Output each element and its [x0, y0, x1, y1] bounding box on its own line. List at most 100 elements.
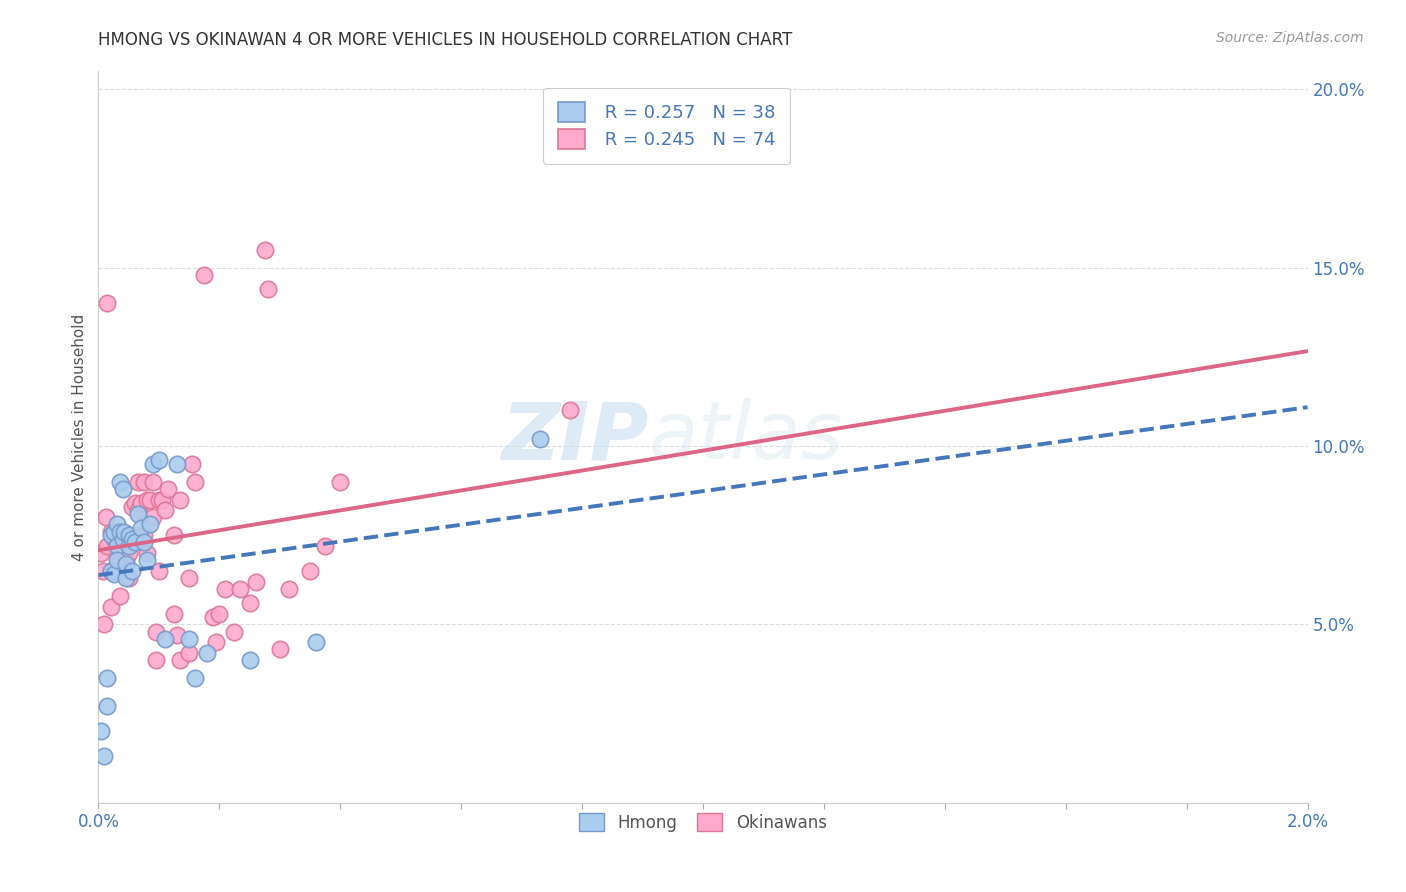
Point — [148, 492, 170, 507]
Point — [124, 528, 146, 542]
Point — [529, 432, 551, 446]
Point — [127, 475, 149, 489]
Point — [91, 564, 114, 578]
Point — [96, 539, 118, 553]
Point — [139, 517, 162, 532]
Point — [124, 496, 146, 510]
Point — [558, 403, 581, 417]
Point — [108, 542, 131, 557]
Point — [205, 635, 228, 649]
Point — [114, 571, 136, 585]
Point — [96, 699, 118, 714]
Point — [114, 532, 136, 546]
Point — [108, 524, 131, 539]
Point — [135, 492, 157, 507]
Point — [132, 475, 155, 489]
Point — [111, 564, 134, 578]
Point — [169, 653, 191, 667]
Point — [156, 482, 179, 496]
Point — [121, 500, 143, 514]
Y-axis label: 4 or more Vehicles in Household: 4 or more Vehicles in Household — [72, 313, 87, 561]
Point — [181, 457, 204, 471]
Point — [214, 582, 236, 596]
Point — [121, 564, 143, 578]
Point — [202, 610, 225, 624]
Point — [184, 475, 207, 489]
Text: atlas: atlas — [648, 398, 844, 476]
Point — [111, 528, 134, 542]
Point — [314, 539, 336, 553]
Point — [118, 546, 141, 560]
Point — [118, 571, 141, 585]
Point — [129, 521, 152, 535]
Point — [179, 571, 201, 585]
Point — [100, 524, 122, 539]
Point — [129, 532, 152, 546]
Point — [150, 492, 173, 507]
Point — [114, 557, 136, 571]
Point — [111, 535, 134, 549]
Point — [108, 532, 131, 546]
Point — [148, 453, 170, 467]
Point — [129, 496, 152, 510]
Point — [253, 243, 276, 257]
Point — [145, 653, 167, 667]
Point — [105, 524, 128, 539]
Point — [139, 492, 162, 507]
Point — [114, 553, 136, 567]
Point — [96, 671, 118, 685]
Point — [179, 646, 201, 660]
Point — [142, 475, 165, 489]
Point — [105, 564, 128, 578]
Point — [184, 671, 207, 685]
Point — [224, 624, 246, 639]
Point — [111, 532, 134, 546]
Point — [179, 632, 201, 646]
Point — [245, 574, 267, 589]
Point — [90, 724, 112, 739]
Point — [329, 475, 352, 489]
Point — [163, 607, 186, 621]
Point — [94, 510, 117, 524]
Point — [111, 482, 134, 496]
Text: HMONG VS OKINAWAN 4 OR MORE VEHICLES IN HOUSEHOLD CORRELATION CHART: HMONG VS OKINAWAN 4 OR MORE VEHICLES IN … — [98, 31, 793, 49]
Point — [299, 564, 322, 578]
Point — [193, 268, 215, 282]
Point — [163, 528, 186, 542]
Legend: Hmong, Okinawans: Hmong, Okinawans — [572, 806, 834, 838]
Point — [135, 546, 157, 560]
Point — [239, 596, 262, 610]
Text: ZIP: ZIP — [501, 398, 648, 476]
Point — [269, 642, 291, 657]
Point — [142, 457, 165, 471]
Point — [169, 492, 191, 507]
Point — [127, 503, 149, 517]
Point — [108, 589, 131, 603]
Point — [118, 528, 141, 542]
Point — [90, 546, 112, 560]
Point — [153, 503, 176, 517]
Point — [105, 553, 128, 567]
Point — [103, 567, 125, 582]
Point — [145, 624, 167, 639]
Point — [96, 296, 118, 310]
Point — [195, 646, 218, 660]
Point — [142, 510, 165, 524]
Point — [100, 528, 122, 542]
Point — [208, 607, 231, 621]
Point — [229, 582, 252, 596]
Point — [166, 457, 188, 471]
Point — [103, 524, 125, 539]
Point — [112, 524, 135, 539]
Point — [256, 282, 278, 296]
Point — [121, 532, 143, 546]
Point — [105, 517, 128, 532]
Point — [124, 535, 146, 549]
Point — [108, 475, 131, 489]
Point — [103, 564, 125, 578]
Point — [100, 564, 122, 578]
Point — [118, 539, 141, 553]
Point — [108, 553, 131, 567]
Point — [277, 582, 299, 596]
Point — [132, 535, 155, 549]
